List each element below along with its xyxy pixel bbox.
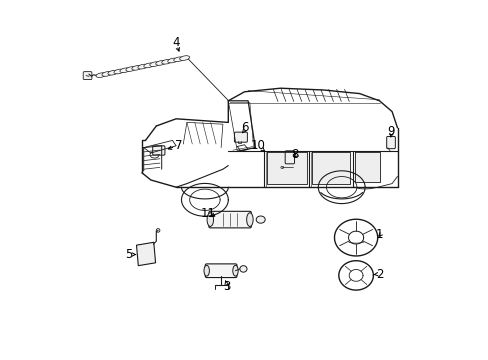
FancyBboxPatch shape xyxy=(234,132,247,142)
Text: 2: 2 xyxy=(375,268,383,281)
Text: 10: 10 xyxy=(250,139,265,152)
Ellipse shape xyxy=(149,62,160,67)
Polygon shape xyxy=(354,152,379,182)
Ellipse shape xyxy=(203,265,209,276)
Text: 9: 9 xyxy=(387,125,394,138)
Text: 6: 6 xyxy=(241,121,248,134)
Polygon shape xyxy=(311,152,349,184)
Text: 1: 1 xyxy=(375,228,383,241)
FancyBboxPatch shape xyxy=(83,72,92,80)
Ellipse shape xyxy=(156,229,160,232)
FancyBboxPatch shape xyxy=(205,264,237,278)
FancyBboxPatch shape xyxy=(285,151,294,164)
Text: 11: 11 xyxy=(201,207,216,220)
Ellipse shape xyxy=(179,56,189,60)
Ellipse shape xyxy=(206,213,213,226)
Ellipse shape xyxy=(232,265,238,276)
Text: 3: 3 xyxy=(223,280,230,293)
Ellipse shape xyxy=(108,70,118,75)
Text: 8: 8 xyxy=(291,148,298,161)
FancyBboxPatch shape xyxy=(152,146,164,155)
Ellipse shape xyxy=(132,66,142,70)
Text: 4: 4 xyxy=(172,36,180,49)
FancyBboxPatch shape xyxy=(386,136,394,149)
Ellipse shape xyxy=(246,213,253,226)
Ellipse shape xyxy=(138,64,147,69)
Ellipse shape xyxy=(125,67,136,71)
Ellipse shape xyxy=(96,73,106,77)
Polygon shape xyxy=(266,152,306,184)
Polygon shape xyxy=(136,242,155,266)
Ellipse shape xyxy=(167,58,177,63)
Ellipse shape xyxy=(120,68,129,73)
Ellipse shape xyxy=(114,69,123,74)
Ellipse shape xyxy=(256,216,264,223)
Ellipse shape xyxy=(162,59,171,64)
Ellipse shape xyxy=(102,72,112,76)
Ellipse shape xyxy=(143,63,153,68)
Text: 5: 5 xyxy=(125,248,133,261)
Ellipse shape xyxy=(239,266,246,272)
FancyBboxPatch shape xyxy=(208,211,251,228)
Ellipse shape xyxy=(156,60,165,65)
Text: 7: 7 xyxy=(175,139,182,152)
Ellipse shape xyxy=(173,57,183,62)
